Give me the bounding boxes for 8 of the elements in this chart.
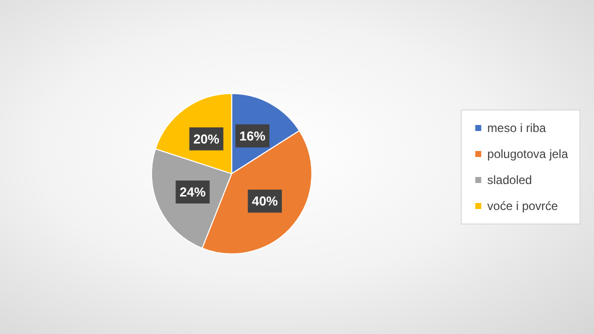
data-label: 16% [239, 128, 266, 144]
legend-label: voće i povrće [487, 199, 558, 213]
legend-label: polugotova jela [487, 147, 568, 161]
legend-label: sladoled [487, 173, 532, 187]
legend-label: meso i riba [487, 121, 546, 135]
data-label: 20% [193, 131, 220, 146]
data-label: 24% [180, 184, 206, 200]
data-label: 40% [252, 194, 278, 209]
